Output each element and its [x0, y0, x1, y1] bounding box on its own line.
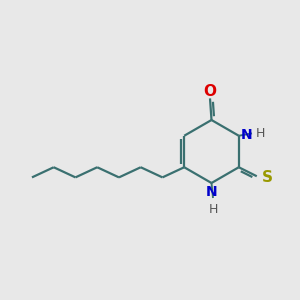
Text: O: O	[203, 84, 217, 99]
Text: H: H	[256, 127, 266, 140]
Text: H: H	[208, 203, 218, 216]
Text: N: N	[240, 128, 252, 142]
Text: S: S	[262, 170, 273, 185]
Text: N: N	[206, 184, 217, 199]
